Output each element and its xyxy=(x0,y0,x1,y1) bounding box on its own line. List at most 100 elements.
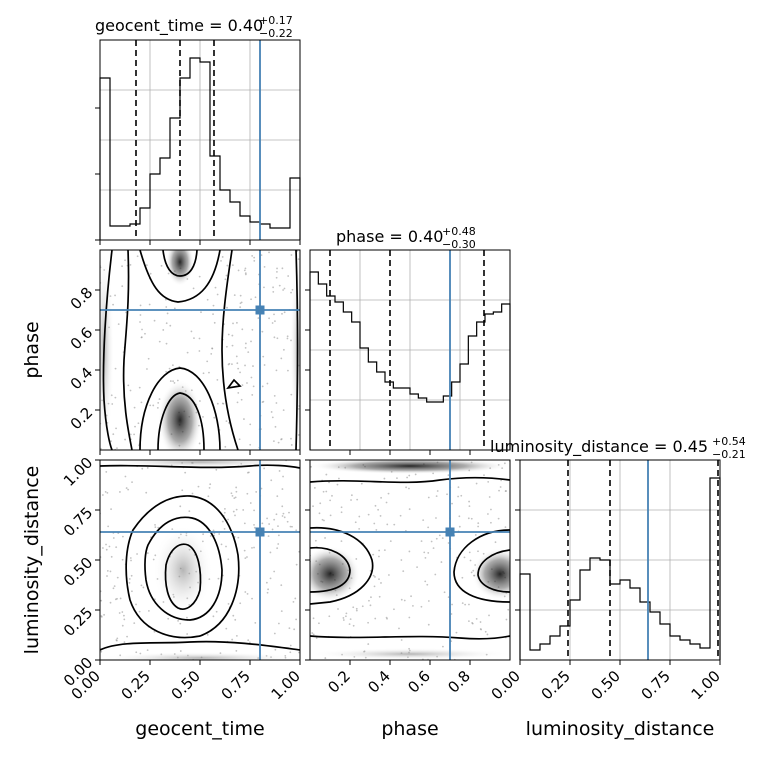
sample-point xyxy=(116,637,119,640)
sample-point xyxy=(292,600,295,603)
sample-point xyxy=(138,610,141,613)
sample-point xyxy=(385,501,388,504)
sample-point xyxy=(274,320,276,323)
sample-point xyxy=(323,519,325,522)
sample-point xyxy=(248,641,251,644)
sample-point xyxy=(289,525,292,528)
sample-point xyxy=(236,401,239,404)
sample-point xyxy=(277,543,280,545)
sample-point xyxy=(507,608,510,611)
sample-point xyxy=(260,487,263,490)
sample-point xyxy=(423,551,426,554)
sample-point xyxy=(383,549,386,552)
sample-point xyxy=(241,384,244,387)
sample-point xyxy=(471,621,474,624)
sample-point xyxy=(244,557,247,560)
sample-point xyxy=(212,304,215,307)
density-phase-distance-bottom xyxy=(310,648,510,660)
sample-point xyxy=(291,525,293,528)
sample-point xyxy=(386,617,388,620)
sample-point xyxy=(109,601,112,604)
sample-point xyxy=(246,382,248,384)
sample-point xyxy=(213,416,216,419)
sample-point xyxy=(479,628,482,630)
contour-geocent-distance-top xyxy=(100,464,300,469)
sample-point xyxy=(408,508,411,511)
sample-point xyxy=(149,272,152,275)
sample-point xyxy=(190,330,193,333)
sample-point xyxy=(288,511,290,514)
sample-point xyxy=(400,598,403,601)
sample-point xyxy=(231,638,234,641)
sample-point xyxy=(239,371,241,374)
sample-point xyxy=(140,336,143,339)
sample-point xyxy=(406,476,409,479)
sample-point xyxy=(281,505,284,508)
sample-point xyxy=(202,533,205,536)
sample-point xyxy=(358,515,361,518)
sample-point xyxy=(275,513,278,516)
sample-point xyxy=(206,360,209,363)
sample-point xyxy=(277,441,280,444)
sample-point xyxy=(241,328,244,331)
sample-point xyxy=(470,517,473,520)
sample-point xyxy=(157,401,160,404)
sample-point xyxy=(117,323,120,326)
sample-point xyxy=(118,612,121,614)
sample-point xyxy=(254,621,257,624)
sample-point xyxy=(177,619,179,622)
contour-geocent-distance-mid xyxy=(144,516,223,621)
sample-point xyxy=(246,492,249,495)
sample-point xyxy=(450,613,453,615)
sample-point xyxy=(350,499,352,501)
contour-phase-distance-right-outer xyxy=(453,529,510,603)
sample-point xyxy=(477,550,479,553)
sample-point xyxy=(123,618,126,621)
sample-point xyxy=(289,644,292,647)
sample-point xyxy=(247,639,250,642)
sample-point xyxy=(324,537,326,539)
sample-point xyxy=(123,641,126,644)
sample-point xyxy=(468,620,470,623)
sample-point xyxy=(283,516,286,519)
contour-phase-distance-right-inner xyxy=(477,549,510,593)
sample-point xyxy=(123,614,125,617)
sample-point xyxy=(388,574,390,576)
sample-point xyxy=(153,630,156,633)
title-geocent-time-plus: +0.17 xyxy=(259,14,293,27)
sample-point xyxy=(443,591,446,594)
sample-point xyxy=(270,411,273,413)
sample-point xyxy=(280,438,283,441)
sample-point xyxy=(124,475,127,478)
contour-geocent-phase-core-bottom xyxy=(157,392,205,450)
sample-point xyxy=(152,404,155,407)
sample-point xyxy=(223,511,226,514)
sample-point xyxy=(434,573,437,576)
sample-point xyxy=(373,585,376,588)
sample-point xyxy=(214,286,217,289)
sample-point xyxy=(484,630,487,633)
sample-point xyxy=(192,287,195,290)
sample-point xyxy=(240,398,243,401)
sample-point xyxy=(232,510,235,513)
sample-point xyxy=(179,650,182,652)
sample-point xyxy=(146,368,148,370)
sample-point xyxy=(393,523,396,526)
hist-geocent-time xyxy=(99,57,301,240)
sample-point xyxy=(250,376,253,379)
sample-point xyxy=(216,293,219,296)
sample-point xyxy=(438,534,441,537)
ytick-label: 0.4 xyxy=(67,364,97,394)
ytick-label: 1.00 xyxy=(60,454,96,490)
sample-point xyxy=(276,267,278,270)
xtick-label: 0.25 xyxy=(118,667,154,703)
sample-point xyxy=(498,489,500,492)
sample-point xyxy=(141,328,143,331)
sample-point xyxy=(282,512,285,515)
density-phase-distance-right xyxy=(472,548,510,600)
sample-point xyxy=(134,425,136,428)
sample-point xyxy=(329,499,332,502)
sample-point xyxy=(135,651,138,654)
sample-point xyxy=(282,409,285,411)
sample-point xyxy=(325,473,328,476)
